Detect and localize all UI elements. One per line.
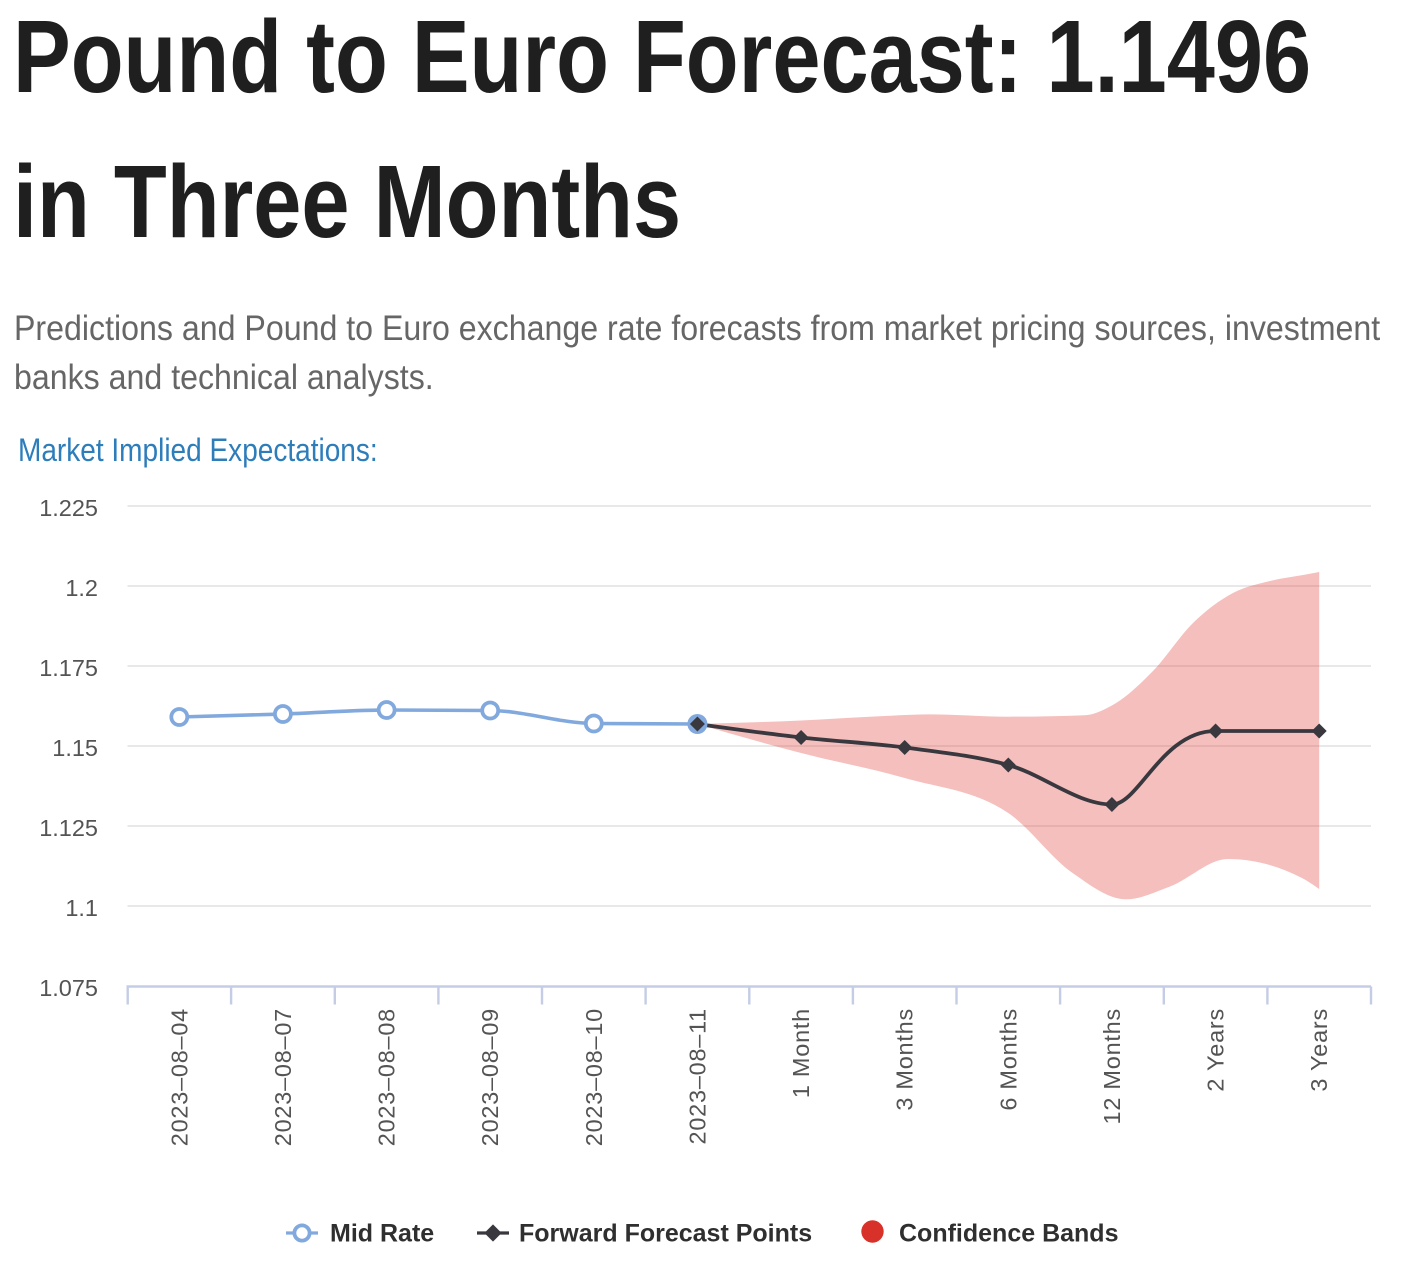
svg-text:6 Months: 6 Months xyxy=(995,1008,1021,1111)
svg-text:2023–08–07: 2023–08–07 xyxy=(270,1008,296,1146)
svg-text:3 Months: 3 Months xyxy=(892,1008,918,1111)
svg-text:2023–08–08: 2023–08–08 xyxy=(374,1008,400,1146)
svg-text:2023–08–09: 2023–08–09 xyxy=(477,1008,503,1146)
svg-text:1 Month: 1 Month xyxy=(788,1008,814,1098)
svg-text:1.225: 1.225 xyxy=(39,495,98,521)
svg-text:Forward Forecast Points: Forward Forecast Points xyxy=(519,1220,812,1248)
svg-text:12 Months: 12 Months xyxy=(1099,1008,1125,1124)
svg-text:1.2: 1.2 xyxy=(65,575,98,601)
svg-text:Mid Rate: Mid Rate xyxy=(330,1220,434,1248)
svg-text:3 Years: 3 Years xyxy=(1306,1008,1332,1092)
svg-text:1.075: 1.075 xyxy=(39,975,98,1001)
svg-text:1.125: 1.125 xyxy=(39,815,98,841)
svg-text:2023–08–11: 2023–08–11 xyxy=(684,1008,710,1144)
svg-text:2 Years: 2 Years xyxy=(1203,1008,1229,1092)
svg-text:1.15: 1.15 xyxy=(52,735,98,761)
svg-text:2023–08–04: 2023–08–04 xyxy=(166,1008,192,1146)
svg-text:2023–08–10: 2023–08–10 xyxy=(581,1008,607,1146)
svg-text:Confidence Bands: Confidence Bands xyxy=(899,1220,1118,1248)
svg-text:1.175: 1.175 xyxy=(39,655,98,681)
svg-text:1.1: 1.1 xyxy=(65,895,98,921)
